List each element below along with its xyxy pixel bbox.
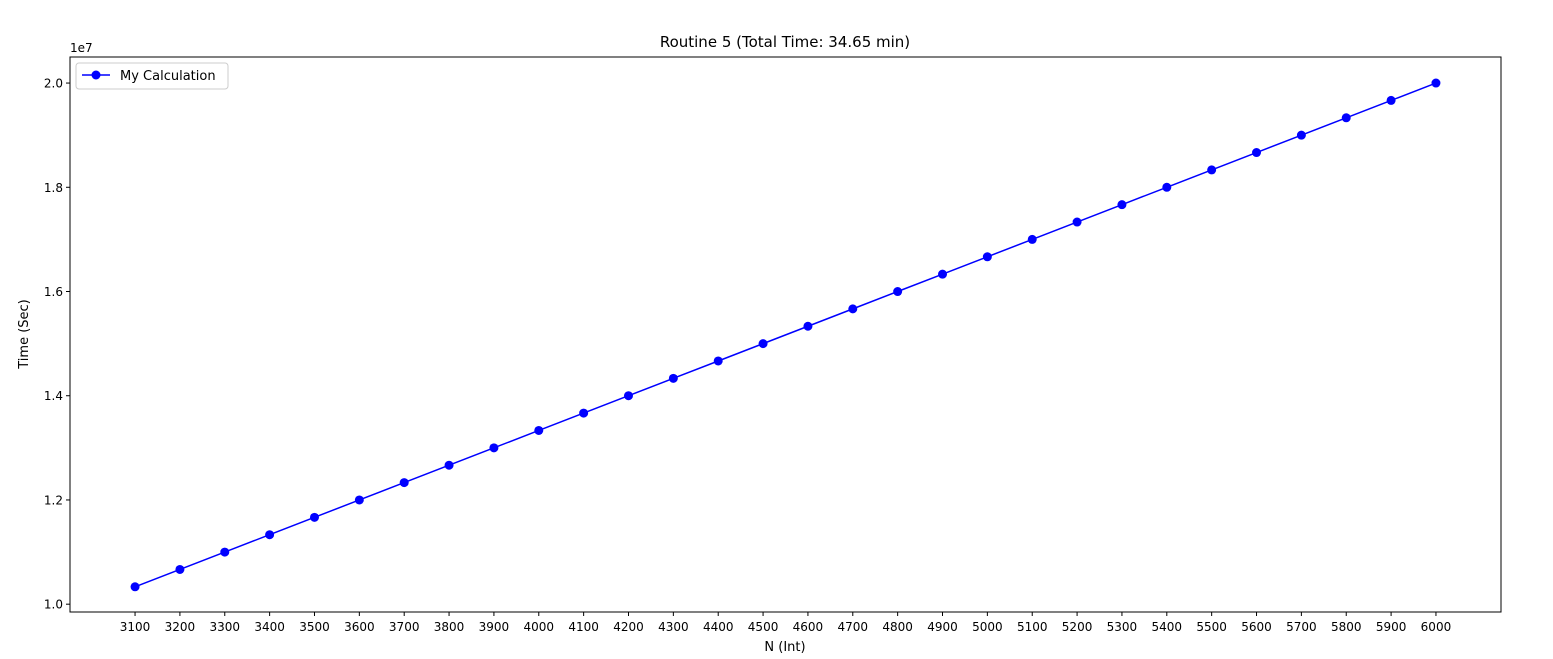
y-tick-label: 1.8 bbox=[44, 181, 63, 195]
data-point bbox=[893, 287, 903, 297]
x-tick-label: 3100 bbox=[120, 620, 151, 634]
data-point bbox=[668, 373, 678, 383]
x-tick-label: 3700 bbox=[389, 620, 420, 634]
data-point bbox=[982, 252, 992, 262]
x-axis-ticks: 3100 3200 3300 3400 3500 3600 3700 3800 3900 4000… bbox=[120, 612, 1451, 634]
legend: My Calculation bbox=[75, 62, 229, 90]
x-tick-label: 6000 bbox=[1421, 620, 1452, 634]
data-point bbox=[354, 495, 364, 505]
x-tick-label: 5800 bbox=[1331, 620, 1362, 634]
x-tick-label: 3800 bbox=[434, 620, 465, 634]
data-point bbox=[1162, 182, 1172, 192]
data-point bbox=[623, 391, 633, 401]
x-tick-label: 4500 bbox=[748, 620, 779, 634]
data-point bbox=[1252, 148, 1262, 158]
data-point bbox=[489, 443, 499, 453]
x-tick-label: 4200 bbox=[613, 620, 644, 634]
x-tick-label: 3600 bbox=[344, 620, 375, 634]
y-axis-label: Time (Sec) bbox=[17, 299, 32, 370]
data-point bbox=[1117, 200, 1127, 210]
y-tick-label: 2.0 bbox=[44, 77, 63, 91]
data-point bbox=[758, 339, 768, 349]
x-tick-label: 3300 bbox=[209, 620, 240, 634]
x-tick-label: 3200 bbox=[165, 620, 196, 634]
y-tick-label: 1.0 bbox=[44, 598, 63, 612]
x-tick-label: 5400 bbox=[1152, 620, 1183, 634]
x-tick-label: 4400 bbox=[703, 620, 734, 634]
data-point bbox=[579, 408, 589, 418]
data-point bbox=[848, 304, 858, 314]
data-point bbox=[1027, 234, 1037, 244]
x-tick-label: 4600 bbox=[793, 620, 824, 634]
data-point bbox=[399, 478, 409, 488]
x-axis-label: N (Int) bbox=[764, 640, 805, 655]
x-tick-label: 4900 bbox=[927, 620, 958, 634]
data-point bbox=[309, 512, 319, 522]
x-tick-label: 3900 bbox=[479, 620, 510, 634]
legend-entry-label: My Calculation bbox=[120, 69, 216, 84]
x-tick-label: 3400 bbox=[254, 620, 285, 634]
data-point bbox=[1386, 95, 1396, 105]
x-tick-label: 3500 bbox=[299, 620, 330, 634]
chart-title: Routine 5 (Total Time: 34.65 min) bbox=[660, 33, 910, 51]
data-point bbox=[713, 356, 723, 366]
legend-box bbox=[75, 62, 229, 90]
data-point bbox=[220, 547, 230, 557]
x-tick-label: 4100 bbox=[568, 620, 599, 634]
x-tick-label: 5600 bbox=[1241, 620, 1272, 634]
x-tick-label: 5200 bbox=[1062, 620, 1093, 634]
x-tick-label: 5900 bbox=[1376, 620, 1407, 634]
data-point bbox=[1431, 78, 1441, 88]
x-tick-label: 4300 bbox=[658, 620, 689, 634]
series-layer bbox=[130, 78, 1441, 592]
y-tick-label: 1.2 bbox=[44, 493, 63, 507]
legend-marker-sample bbox=[91, 70, 101, 80]
data-point bbox=[938, 269, 948, 279]
data-point bbox=[265, 530, 275, 540]
data-point bbox=[1296, 130, 1306, 140]
data-point bbox=[1072, 217, 1082, 227]
x-tick-label: 5100 bbox=[1017, 620, 1048, 634]
x-tick-label: 4800 bbox=[882, 620, 913, 634]
data-point bbox=[175, 564, 185, 574]
series-line-0 bbox=[134, 82, 1437, 588]
x-tick-label: 5700 bbox=[1286, 620, 1317, 634]
data-point bbox=[1341, 113, 1351, 123]
x-tick-label: 5500 bbox=[1196, 620, 1227, 634]
y-axis-offset-label: 1e7 bbox=[70, 41, 93, 55]
data-point bbox=[130, 582, 140, 592]
x-tick-label: 4700 bbox=[838, 620, 869, 634]
y-tick-label: 1.6 bbox=[44, 285, 63, 299]
x-tick-label: 4000 bbox=[524, 620, 555, 634]
data-point bbox=[1207, 165, 1217, 175]
y-axis-ticks: 1.0 1.2 1.4 1.6 1.8 2.0 bbox=[44, 77, 70, 612]
y-tick-label: 1.4 bbox=[44, 389, 63, 403]
x-tick-label: 5300 bbox=[1107, 620, 1138, 634]
data-point bbox=[444, 460, 454, 470]
x-tick-label: 5000 bbox=[972, 620, 1003, 634]
data-point bbox=[534, 425, 544, 435]
data-point bbox=[803, 321, 813, 331]
